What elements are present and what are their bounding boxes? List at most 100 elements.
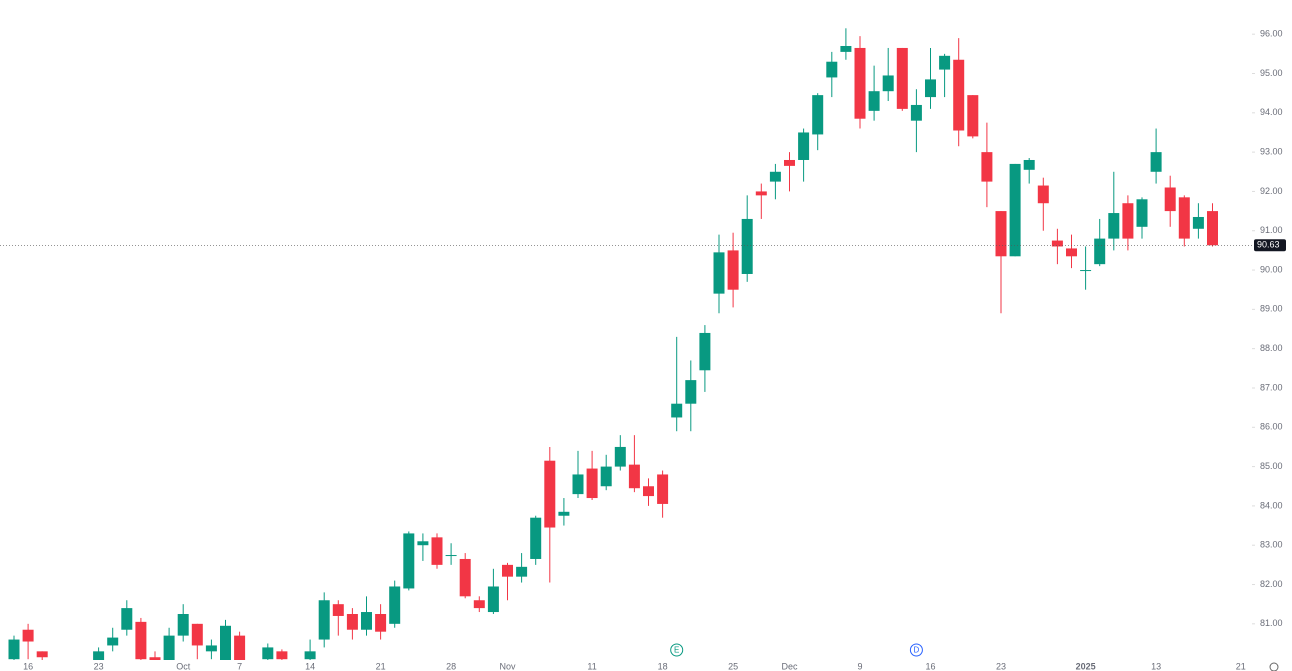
event-marker[interactable]: E [670,643,684,657]
candle-body [1037,185,1049,204]
candle-body [1009,163,1021,257]
candle-body [614,446,626,467]
candle-body [643,486,654,497]
y-tick-label: 83.00 [1260,540,1283,550]
x-tick-label: 25 [728,661,738,671]
event-badge [909,643,923,657]
candle-body [600,466,612,487]
y-tick-label: 88.00 [1260,343,1283,353]
candle-body [713,252,725,294]
candle-body [826,61,838,78]
last-price-label: 90.63 [1257,240,1280,250]
x-tick-label: 18 [658,661,668,671]
x-tick-label: 7 [237,661,242,671]
candle-body [1023,159,1035,170]
candle-body [107,637,119,646]
candle-body [8,639,20,660]
candle-body [755,191,767,196]
x-tick-label: Nov [499,661,516,671]
x-tick-label: 9 [857,661,862,671]
candle-body [953,59,965,131]
candle-body [51,667,62,671]
candle-body [657,474,669,504]
candle-body [784,159,795,166]
candle-body [896,47,908,109]
candle-body [544,460,556,528]
candle-body [769,171,781,182]
candle-body [685,380,697,404]
candle-body [854,47,866,119]
candle-body [403,533,415,589]
candle-body [1164,187,1176,212]
candle-body [671,403,683,418]
x-tick-label: 16 [925,661,935,671]
candle-body [177,614,189,636]
candle-body [191,623,203,646]
candle-body [1094,238,1106,265]
candle-body [502,564,513,577]
candle-body [741,218,753,274]
candle-body [1051,240,1063,247]
candle-body [1150,152,1162,172]
candle-body [516,566,528,577]
candle-body [417,541,429,546]
candle-body [1178,197,1190,239]
candle-body [431,537,443,565]
y-tick-label: 86.00 [1260,422,1283,432]
candle-body [1080,270,1092,272]
candle-body [291,667,302,671]
candle-body [445,555,457,557]
event-label: D [914,646,920,655]
y-tick-label: 91.00 [1260,225,1283,235]
y-tick-label: 84.00 [1260,500,1283,510]
x-tick-label: 23 [996,661,1006,671]
y-tick-label: 93.00 [1260,146,1283,156]
candle-body [135,621,147,660]
x-tick-label: 14 [305,661,315,671]
candle-body [558,511,570,516]
x-tick-label: 11 [587,661,596,671]
last-price-box [1254,239,1286,252]
candle-body [93,651,105,660]
candle-body [1207,211,1218,246]
candle-body [149,657,161,660]
candle-body [220,625,231,660]
event-marker[interactable]: D [909,643,923,657]
candle-body [925,79,936,98]
y-tick-label: 82.00 [1260,579,1283,589]
candle-body [586,468,598,499]
x-tick-label: 23 [94,661,104,671]
candle-body [304,651,316,660]
candle-body [840,45,852,52]
candle-body [205,645,217,652]
x-tick-label: 21 [1236,661,1246,671]
candle-body [389,586,401,624]
candle-body [910,104,922,121]
candle-body [361,612,372,630]
candle-body [699,332,711,371]
event-badge [670,643,684,657]
y-tick-label: 89.00 [1260,304,1283,314]
candle-body [375,614,387,632]
candle-body [727,250,739,290]
settings-icon[interactable] [1269,662,1279,671]
candle-body [163,635,175,660]
candle-body [318,600,330,640]
candle-body [276,651,288,660]
candle-body [939,55,951,70]
candle-body [346,614,358,630]
y-tick-label: 95.00 [1260,68,1283,78]
candle-body [121,608,133,630]
candle-body [487,586,499,613]
event-label: E [674,646,679,655]
candle-body [1136,199,1148,227]
candle-body [812,95,824,135]
x-tick-label: Dec [781,661,798,671]
candle-body [22,629,34,642]
candle-body [459,558,471,597]
candle-body [882,75,894,92]
candle-body [1066,248,1077,257]
y-tick-label: 96.00 [1260,29,1283,39]
y-tick-label: 81.00 [1260,618,1283,628]
y-tick-label: 94.00 [1260,107,1283,117]
